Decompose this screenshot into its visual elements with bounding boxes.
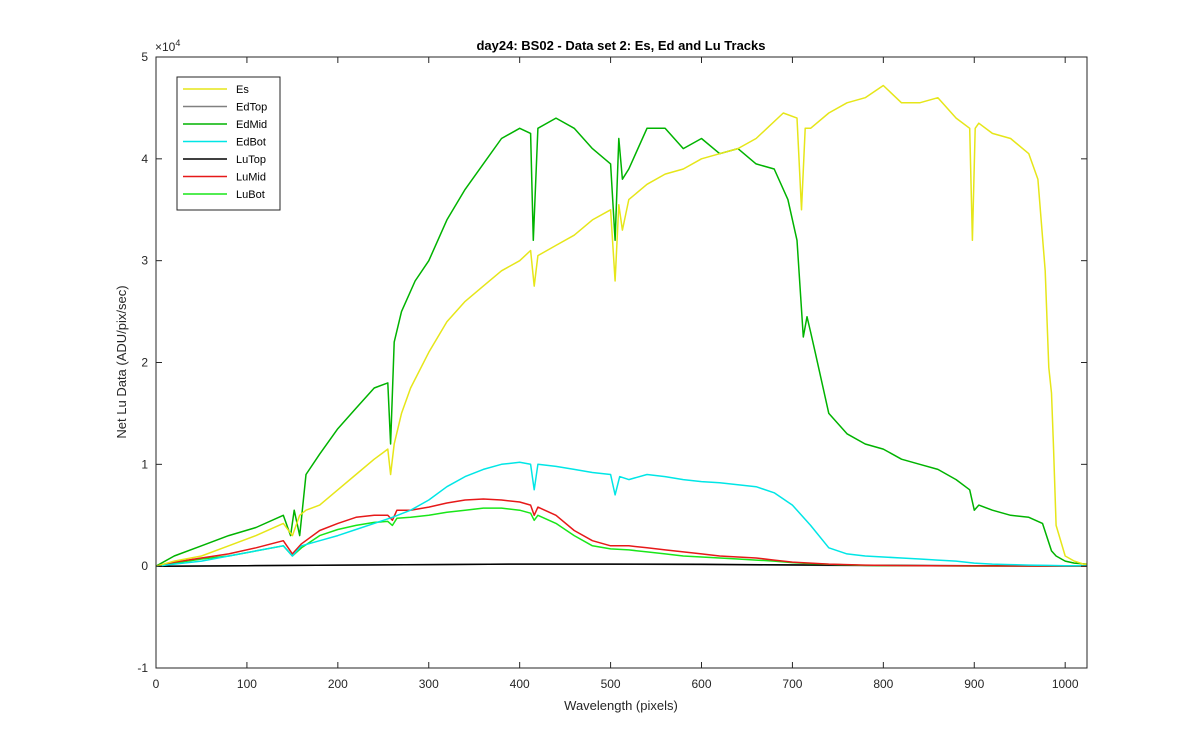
ticks-layer: 0 100 200 300 400 500 600 700 800 900 1000 -1 0 1 2 3 4 5 (137, 50, 1087, 691)
x-tick-label: 700 (782, 677, 802, 691)
y-exponent-power: 4 (175, 38, 180, 48)
y-tick-label: 5 (141, 50, 148, 64)
y-tick-label: 2 (141, 356, 148, 370)
legend-label-lumid: LuMid (236, 172, 266, 184)
series-line-lumid (155, 498, 1087, 567)
series-line-es (155, 84, 1087, 567)
x-axis-label: Wavelength (pixels) (564, 698, 678, 713)
y-exponent-label: ×104 (155, 38, 180, 54)
x-tick-label: 0 (153, 677, 160, 691)
chart-title: day24: BS02 - Data set 2: Es, Ed and Lu … (476, 38, 765, 53)
x-tick-label: 400 (510, 677, 530, 691)
legend-label-es: Es (236, 84, 249, 96)
legend-label-edbot: EdBot (236, 137, 266, 149)
x-tick-label: 100 (237, 677, 257, 691)
legend: Es EdTop EdMid EdBot LuTop LuMid LuBot (176, 76, 281, 211)
x-tick-label: 800 (873, 677, 893, 691)
x-tick-label: 900 (964, 677, 984, 691)
y-tick-label: -1 (137, 661, 148, 675)
y-tick-label: 3 (141, 254, 148, 268)
series-line-edbot (155, 461, 1087, 567)
x-tick-label: 600 (691, 677, 711, 691)
x-tick-label: 500 (601, 677, 621, 691)
legend-label-edtop: EdTop (236, 102, 267, 114)
series-layer (155, 84, 1088, 567)
plot-area (156, 57, 1087, 668)
x-tick-label: 300 (419, 677, 439, 691)
y-tick-label: 0 (141, 559, 148, 573)
y-axis-label: Net Lu Data (ADU/pix/sec) (114, 285, 129, 438)
legend-items: Es EdTop EdMid EdBot LuTop LuMid LuBot (183, 84, 267, 201)
axes-box (155, 56, 1088, 669)
legend-label-lutop: LuTop (236, 154, 266, 166)
y-exponent-base: ×10 (155, 40, 176, 54)
series-line-edmid (155, 117, 1088, 567)
legend-label-edmid: EdMid (236, 119, 267, 131)
y-tick-label: 1 (141, 457, 148, 471)
legend-label-lubot: LuBot (236, 189, 265, 201)
x-tick-label: 200 (328, 677, 348, 691)
y-tick-label: 4 (141, 152, 148, 166)
legend-box (176, 76, 281, 211)
x-tick-label: 1000 (1052, 677, 1079, 691)
